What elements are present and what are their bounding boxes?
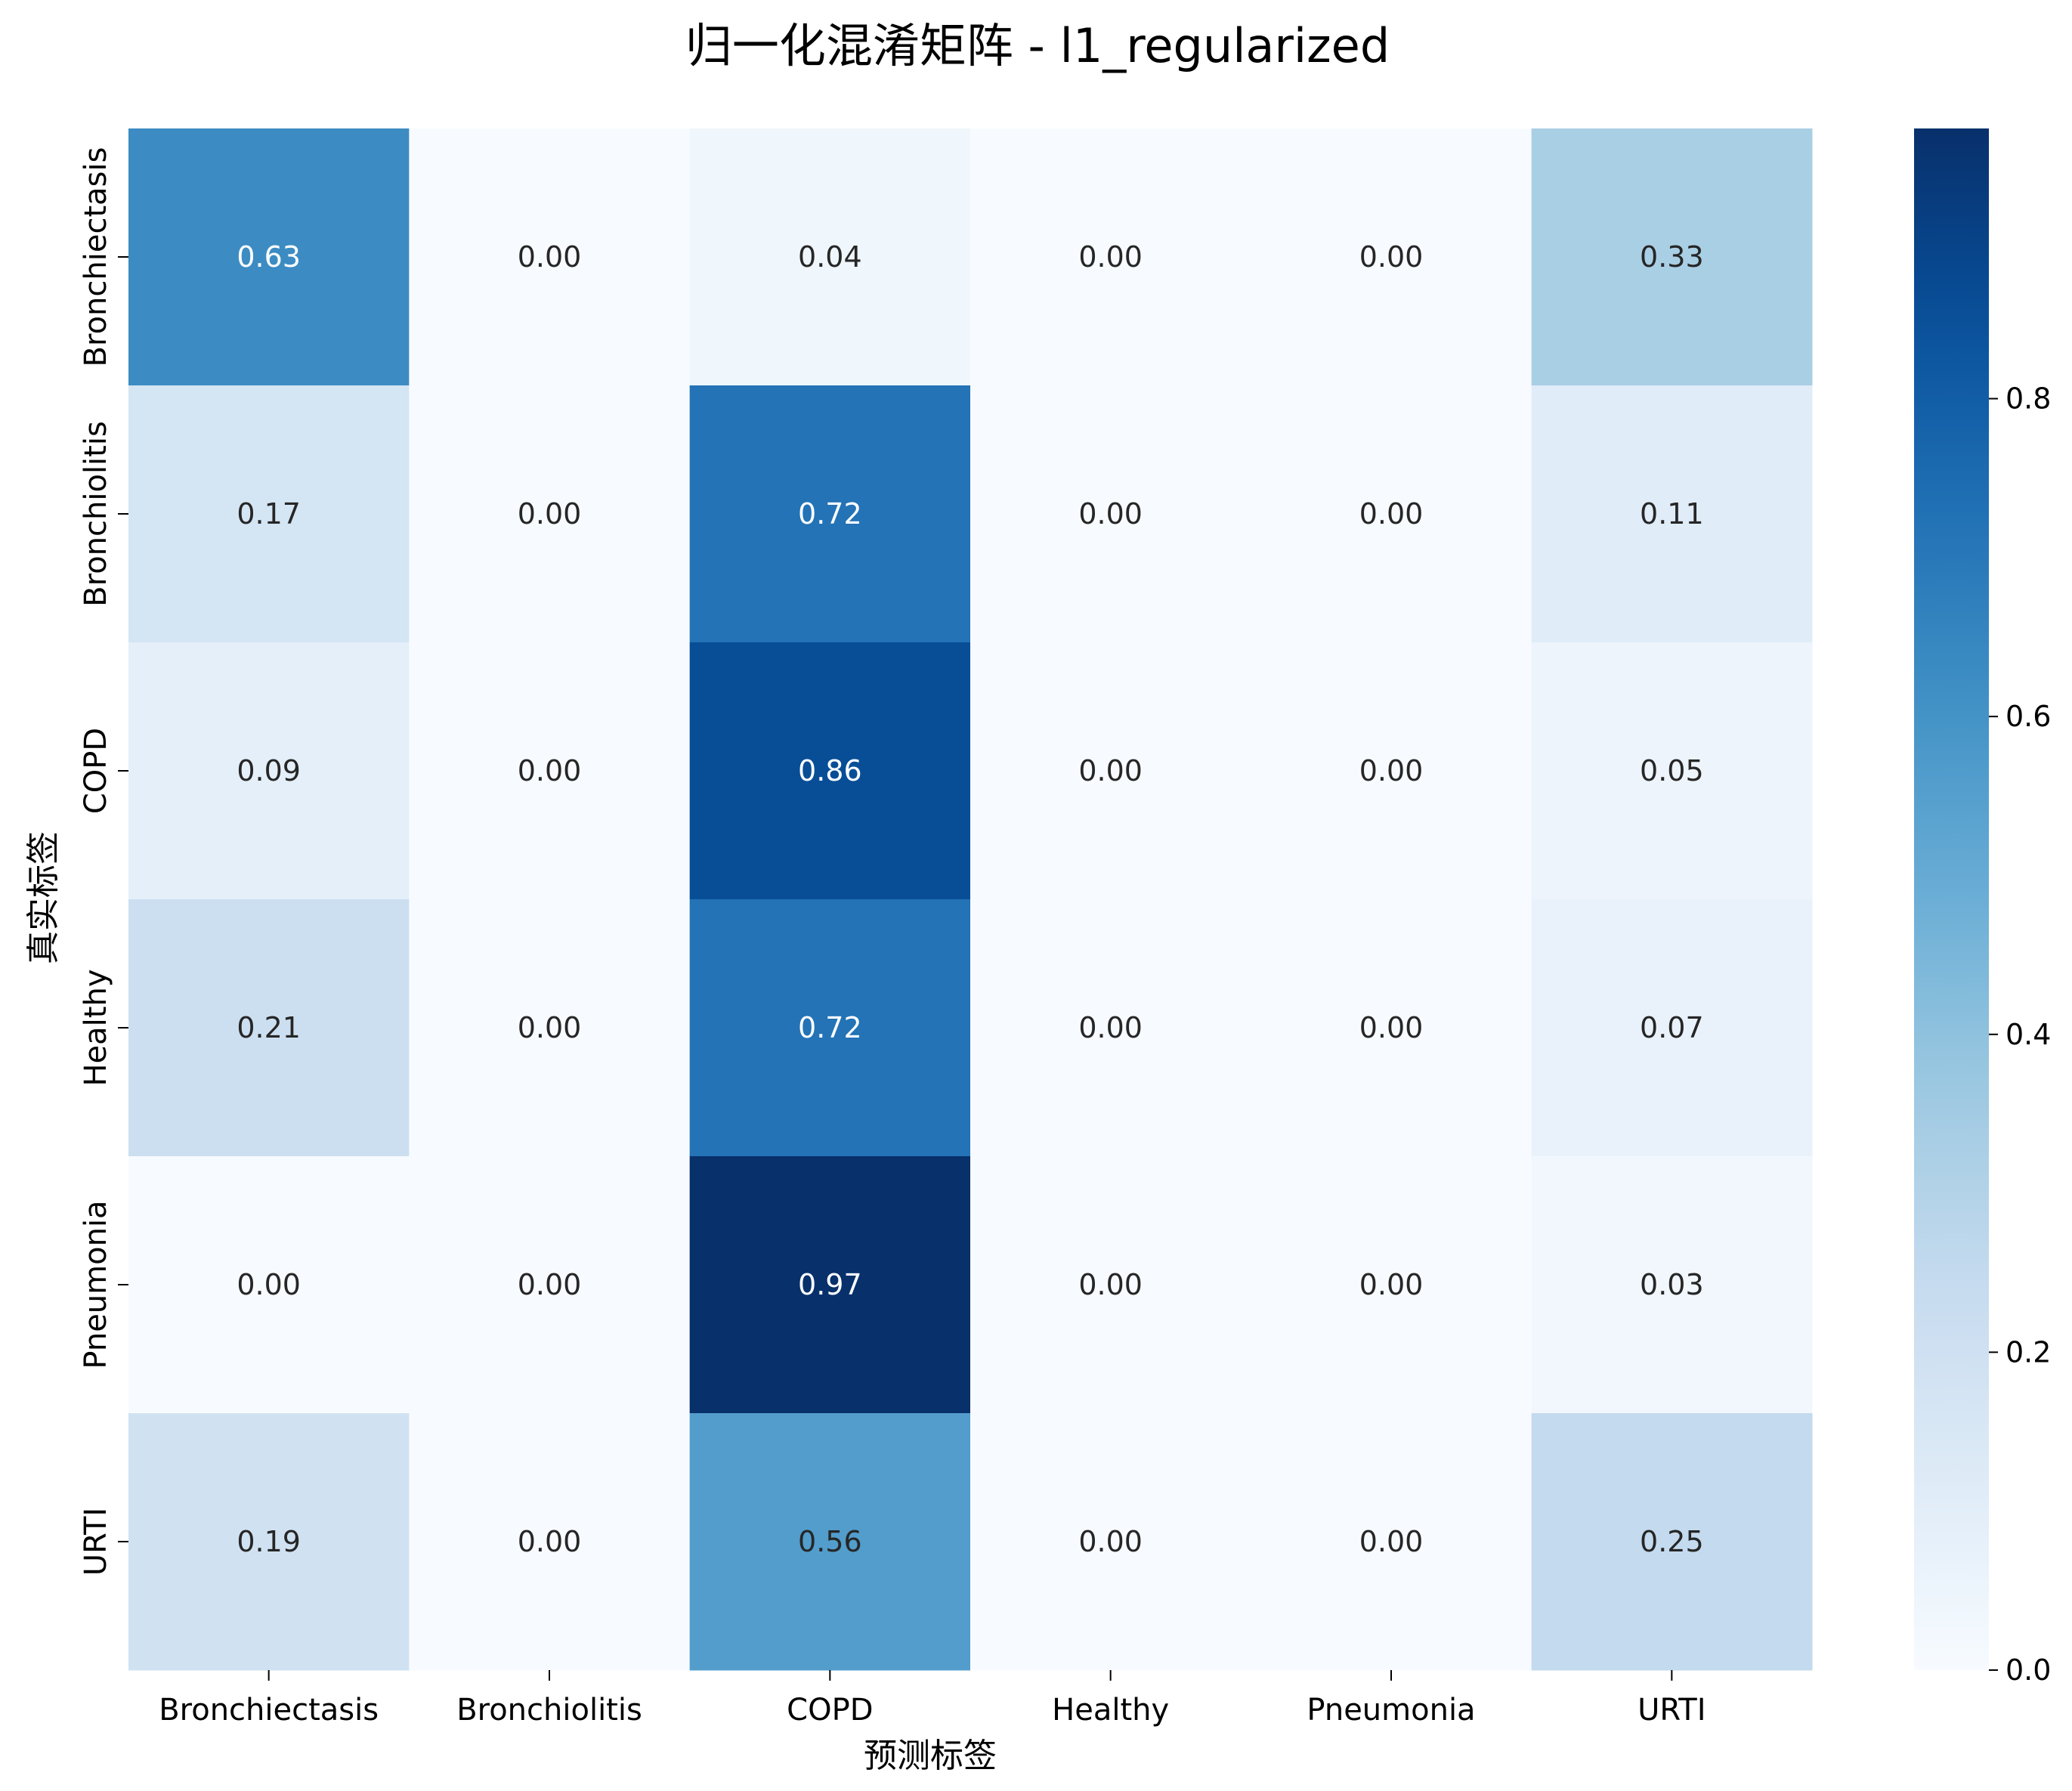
heatmap-cell bbox=[1531, 128, 1813, 386]
cell-value-label: 0.00 bbox=[1078, 1525, 1143, 1558]
cell-value-label: 0.00 bbox=[1078, 754, 1143, 787]
cell-value-label: 0.00 bbox=[1078, 1268, 1143, 1301]
colorbar-gradient bbox=[1914, 128, 1989, 1670]
heatmap-cell bbox=[409, 385, 691, 643]
heatmap-cell bbox=[689, 1156, 971, 1414]
heatmap-cells: 0.63 0.00 0.04 0.00 0.00 0.33 0.17 0.00 0.72 0.00… bbox=[128, 128, 1813, 1671]
cell-value-label: 0.00 bbox=[1359, 240, 1424, 274]
chart-title: 归一化混淆矩阵 - l1_regularized bbox=[685, 18, 1390, 73]
heatmap-cell bbox=[689, 128, 971, 386]
heatmap-cell bbox=[1251, 128, 1532, 386]
cell-value-label: 0.04 bbox=[798, 240, 862, 274]
y-axis-label: 真实标签 bbox=[24, 831, 63, 964]
heatmap-cell bbox=[1531, 899, 1813, 1157]
heatmap-cell bbox=[128, 899, 410, 1157]
x-tick-label: Pneumonia bbox=[1307, 1693, 1475, 1728]
y-axis: Bronchiectasis Bronchiolitis COPD Healthy Pn… bbox=[79, 147, 128, 1576]
heatmap-cell bbox=[1251, 642, 1532, 900]
heatmap-cell bbox=[689, 642, 971, 900]
cell-value-label: 0.21 bbox=[237, 1011, 301, 1044]
cell-value-label: 0.86 bbox=[798, 754, 862, 787]
x-axis-label: 预测标签 bbox=[864, 1737, 997, 1775]
heatmap-cell bbox=[970, 899, 1251, 1157]
cell-value-label: 0.97 bbox=[798, 1268, 862, 1301]
colorbar-tick-label: 0.2 bbox=[2006, 1335, 2051, 1369]
heatmap-cell bbox=[1251, 385, 1532, 643]
cell-value-label: 0.00 bbox=[1359, 1525, 1424, 1558]
x-tick-label: Bronchiolitis bbox=[456, 1693, 642, 1728]
cell-value-label: 0.17 bbox=[237, 497, 301, 530]
heatmap-cell bbox=[689, 1413, 971, 1671]
cell-value-label: 0.00 bbox=[1359, 1011, 1424, 1044]
cell-value-label: 0.63 bbox=[237, 240, 301, 274]
heatmap-cell bbox=[128, 642, 410, 900]
heatmap-cell bbox=[128, 1156, 410, 1414]
heatmap-cell bbox=[128, 385, 410, 643]
cell-value-label: 0.00 bbox=[518, 1011, 582, 1044]
cell-value-label: 0.07 bbox=[1640, 1011, 1704, 1044]
y-tick-label: URTI bbox=[79, 1508, 113, 1576]
cell-value-label: 0.56 bbox=[798, 1525, 862, 1558]
heatmap-cell bbox=[128, 1413, 410, 1671]
cell-value-label: 0.00 bbox=[1359, 497, 1424, 530]
heatmap-cell bbox=[409, 128, 691, 386]
x-tick-label: URTI bbox=[1637, 1693, 1706, 1728]
heatmap-cell bbox=[1531, 642, 1813, 900]
heatmap-cell bbox=[970, 1413, 1251, 1671]
cell-value-label: 0.00 bbox=[1359, 754, 1424, 787]
cell-value-label: 0.00 bbox=[518, 1525, 582, 1558]
colorbar: 0.0 0.2 0.4 0.6 0.8 bbox=[1914, 128, 2051, 1687]
heatmap-cell bbox=[1531, 1413, 1813, 1671]
cell-value-label: 0.72 bbox=[798, 1011, 862, 1044]
cell-value-label: 0.00 bbox=[1078, 497, 1143, 530]
cell-value-label: 0.05 bbox=[1640, 754, 1704, 787]
heatmap-cell bbox=[1251, 899, 1532, 1157]
cell-value-label: 0.09 bbox=[237, 754, 301, 787]
heatmap-cell bbox=[1531, 385, 1813, 643]
colorbar-tick-label: 0.4 bbox=[2006, 1018, 2051, 1051]
heatmap-cell bbox=[1251, 1156, 1532, 1414]
cell-value-label: 0.00 bbox=[1078, 240, 1143, 274]
heatmap-cell bbox=[409, 642, 691, 900]
cell-value-label: 0.00 bbox=[1078, 1011, 1143, 1044]
y-tick-label: Bronchiolitis bbox=[79, 421, 113, 607]
x-tick-label: Healthy bbox=[1052, 1693, 1169, 1728]
cell-value-label: 0.00 bbox=[518, 1268, 582, 1301]
cell-value-label: 0.00 bbox=[237, 1268, 301, 1301]
x-axis: Bronchiectasis Bronchiolitis COPD Healthy Pn… bbox=[159, 1670, 1706, 1728]
heatmap-cell bbox=[409, 899, 691, 1157]
cell-value-label: 0.00 bbox=[1359, 1268, 1424, 1301]
cell-value-label: 0.19 bbox=[237, 1525, 301, 1558]
heatmap-cell bbox=[689, 899, 971, 1157]
cell-value-label: 0.03 bbox=[1640, 1268, 1704, 1301]
cell-value-label: 0.33 bbox=[1640, 240, 1704, 274]
heatmap-cell bbox=[689, 385, 971, 643]
y-tick-label: Healthy bbox=[79, 969, 113, 1086]
heatmap-cell bbox=[409, 1156, 691, 1414]
heatmap-cell bbox=[970, 128, 1251, 386]
heatmap-cell bbox=[409, 1413, 691, 1671]
heatmap-cell bbox=[970, 1156, 1251, 1414]
cell-value-label: 0.00 bbox=[518, 497, 582, 530]
heatmap-cell bbox=[128, 128, 410, 386]
heatmap-cell bbox=[970, 642, 1251, 900]
cell-value-label: 0.00 bbox=[518, 240, 582, 274]
cell-value-label: 0.11 bbox=[1640, 497, 1704, 530]
heatmap-cell bbox=[1251, 1413, 1532, 1671]
y-tick-label: Pneumonia bbox=[79, 1200, 113, 1369]
colorbar-tick-label: 0.8 bbox=[2006, 382, 2051, 416]
y-tick-label: COPD bbox=[79, 728, 113, 814]
heatmap-cell bbox=[1531, 1156, 1813, 1414]
x-tick-label: COPD bbox=[787, 1693, 873, 1728]
cell-value-label: 0.25 bbox=[1640, 1525, 1704, 1558]
colorbar-tick-label: 0.0 bbox=[2006, 1653, 2051, 1687]
cell-value-label: 0.00 bbox=[518, 754, 582, 787]
heatmap-cell bbox=[970, 385, 1251, 643]
y-tick-label: Bronchiectasis bbox=[79, 147, 113, 367]
cell-value-label: 0.72 bbox=[798, 497, 862, 530]
x-tick-label: Bronchiectasis bbox=[159, 1693, 379, 1728]
colorbar-tick-label: 0.6 bbox=[2006, 700, 2051, 733]
